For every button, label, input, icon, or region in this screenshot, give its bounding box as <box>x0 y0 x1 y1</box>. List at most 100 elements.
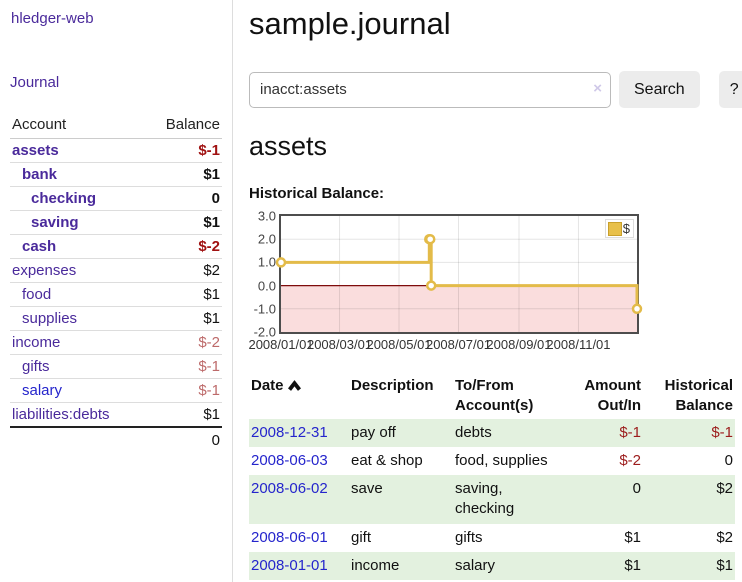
search-form: × Search ? <box>249 71 742 108</box>
accounts-total-value: 0 <box>144 426 222 452</box>
account-link[interactable]: expenses <box>12 262 77 279</box>
x-tick-label: 2008/09/01 <box>486 337 552 352</box>
y-tick-label: 2.0 <box>257 231 276 247</box>
y-tick-label: 1.0 <box>257 254 276 270</box>
x-tick-label: 2008/05/01 <box>366 337 432 352</box>
account-cell: salary <box>10 378 145 403</box>
account-link[interactable]: gifts <box>22 358 50 375</box>
transaction-accounts: food, supplies <box>455 451 548 469</box>
account-link[interactable]: assets <box>12 142 59 159</box>
register-table: Date Description To/From Account(s) Amou… <box>249 374 735 580</box>
transaction-accounts: gifts <box>455 528 483 546</box>
table-row: 2008-06-01 gift gifts $1 $2 <box>249 524 735 552</box>
account-row: income $-2 <box>10 330 222 355</box>
account-balance: $1 <box>144 402 222 427</box>
chart-plot-area: $ <box>275 214 643 334</box>
transaction-balance: $-1 <box>711 423 733 441</box>
transaction-description: income <box>351 556 400 574</box>
register-header-date[interactable]: Date <box>249 374 349 419</box>
transaction-amount: 0 <box>632 480 641 497</box>
transaction-date-link[interactable]: 2008-01-01 <box>251 556 328 574</box>
account-link[interactable]: income <box>12 334 61 351</box>
clear-search-icon[interactable]: × <box>593 79 602 97</box>
account-row: gifts $-1 <box>10 354 222 379</box>
transaction-amount: $1 <box>624 528 641 546</box>
help-button[interactable]: ? <box>718 71 742 108</box>
transaction-description: gift <box>351 528 372 546</box>
search-button[interactable]: Search <box>619 71 700 108</box>
transaction-description: pay off <box>351 423 396 441</box>
transaction-accounts: saving, checking <box>455 480 515 518</box>
account-row: cash $-2 <box>10 234 222 259</box>
account-row: salary $-1 <box>10 378 222 403</box>
legend-label: $ <box>622 221 630 236</box>
transaction-accounts: debts <box>455 423 492 441</box>
search-input[interactable] <box>249 71 611 108</box>
account-row: bank $1 <box>10 162 222 187</box>
account-cell: bank <box>10 162 145 187</box>
legend-swatch-icon <box>607 221 622 236</box>
transaction-date-link[interactable]: 2008-06-01 <box>251 528 328 546</box>
account-balance: $-2 <box>144 234 222 259</box>
y-tick-label: -2.0 <box>253 324 276 340</box>
account-link[interactable]: supplies <box>22 310 78 327</box>
app-title[interactable]: hledger-web <box>11 10 94 27</box>
register-header-accounts: To/From Account(s) <box>455 377 534 415</box>
account-cell: cash <box>10 234 145 259</box>
x-tick-label: 2008/07/01 <box>425 337 492 352</box>
table-row: 2008-01-01 income salary $1 $1 <box>249 551 735 580</box>
transaction-date-link[interactable]: 2008-06-03 <box>251 451 328 469</box>
chart-y-axis-labels: 3.0 2.0 1.0 0.0 -1.0 -2.0 <box>249 209 279 340</box>
account-link[interactable]: saving <box>31 214 79 231</box>
account-link[interactable]: bank <box>22 166 58 183</box>
account-cell: income <box>10 330 145 355</box>
transaction-balance: $1 <box>716 556 733 574</box>
account-balance: $1 <box>144 282 222 307</box>
transaction-date-cell: 2008-06-02 <box>249 475 349 524</box>
nav-journal-link[interactable]: Journal <box>10 74 60 91</box>
transaction-date-link[interactable]: 2008-12-31 <box>251 423 328 441</box>
y-tick-label: 0.0 <box>257 278 276 294</box>
transaction-accounts: salary <box>455 556 496 574</box>
chart-x-axis-labels: 2008/01/01 2008/03/01 2008/05/01 2008/07/01… <box>248 337 649 353</box>
y-tick-label: -1.0 <box>253 301 276 317</box>
account-link[interactable]: liabilities:debts <box>12 406 110 423</box>
account-link[interactable]: salary <box>22 382 63 399</box>
table-row: 2008-06-02 save saving, checking 0 $2 <box>249 475 735 524</box>
sort-ascending-icon[interactable] <box>287 377 301 397</box>
register-header-description: Description <box>351 377 434 394</box>
transaction-balance: $2 <box>716 528 733 546</box>
account-balance: $-1 <box>198 142 220 159</box>
y-tick-label: 3.0 <box>257 208 276 224</box>
account-cell: expenses <box>10 258 145 283</box>
table-row: 2008-06-03 eat & shop food, supplies $-2 0 <box>249 447 735 475</box>
account-link[interactable]: food <box>22 286 52 303</box>
account-cell: liabilities:debts <box>10 402 145 427</box>
transaction-date-cell: 2008-06-03 <box>249 447 349 475</box>
transaction-date-link[interactable]: 2008-06-02 <box>251 480 328 497</box>
register-header-amount: Amount Out/In <box>584 377 641 415</box>
transaction-amount: $1 <box>624 556 641 574</box>
accounts-header-row: Account Balance <box>10 115 222 139</box>
accounts-header-balance: Balance <box>144 115 222 139</box>
transaction-balance: $2 <box>716 480 733 497</box>
account-row: food $1 <box>10 282 222 307</box>
x-tick-label: 2008/01/01 <box>248 337 314 352</box>
transaction-balance: 0 <box>724 451 733 469</box>
accounts-header-account: Account <box>10 115 145 139</box>
account-balance: $1 <box>144 210 222 235</box>
account-cell: supplies <box>10 306 145 331</box>
account-balance: $-2 <box>144 330 222 355</box>
transaction-amount: $-2 <box>619 451 641 469</box>
account-cell: assets <box>10 139 145 163</box>
accounts-table: Account Balance assets $-1 bank $1 checking 0… <box>10 115 222 452</box>
x-tick-label: 2008/11/01 <box>546 337 611 352</box>
account-link[interactable]: checking <box>31 190 97 207</box>
account-row: expenses $2 <box>10 258 222 283</box>
transaction-description: save <box>351 480 383 497</box>
account-cell: gifts <box>10 354 145 379</box>
account-link[interactable]: cash <box>22 238 57 255</box>
transaction-date-cell: 2008-01-01 <box>249 552 349 580</box>
chart-legend: $ <box>604 219 634 238</box>
account-balance: $2 <box>144 258 222 283</box>
